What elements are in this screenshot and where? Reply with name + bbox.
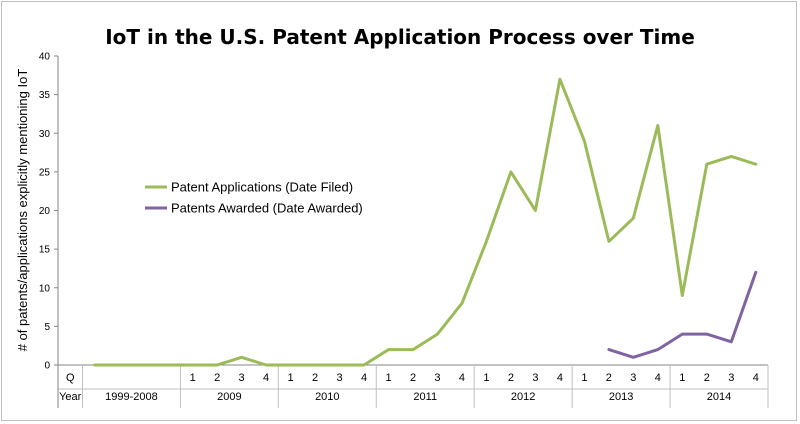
quarter-label: 1 [483, 372, 489, 384]
quarter-label: 3 [434, 372, 440, 384]
series-lines [93, 77, 758, 367]
y-tick-labels: 0 5 10 15 20 25 30 35 40 [39, 52, 58, 372]
quarter-label: 1 [679, 372, 685, 384]
y-tick-label: 25 [39, 167, 51, 178]
quarter-label: 1 [385, 372, 391, 384]
quarter-label: 1 [288, 372, 294, 384]
year-label: 2010 [315, 391, 339, 403]
quarter-label: 3 [239, 372, 245, 384]
y-tick-label: 35 [39, 90, 51, 101]
legend-label-1: Patent Applications (Date Filed) [171, 180, 353, 195]
y-tick-label: 15 [39, 245, 51, 256]
year-label: 2014 [707, 391, 731, 403]
year-label: 2011 [413, 391, 437, 403]
y-tick-label: 20 [39, 206, 51, 217]
axes [57, 56, 768, 408]
quarter-label: 1 [581, 372, 587, 384]
quarter-label: 1 [190, 372, 196, 384]
chart-title: IoT in the U.S. Patent Application Proce… [105, 25, 695, 49]
year-label: 2009 [217, 391, 241, 403]
quarter-label: 2 [508, 372, 514, 384]
quarter-label: 2 [214, 372, 220, 384]
quarter-label: 4 [459, 372, 465, 384]
year-label: 2013 [609, 391, 633, 403]
year-row-label: Year [59, 391, 82, 403]
y-axis-label: # of patents/applications explicitly men… [15, 69, 30, 352]
legend: Patent Applications (Date Filed) Patents … [145, 180, 363, 216]
year-label: 1999-2008 [105, 391, 158, 403]
quarter-label: 2 [704, 372, 710, 384]
quarter-label: 3 [630, 372, 636, 384]
series-line-2 [607, 270, 758, 359]
quarter-label: 2 [410, 372, 416, 384]
category-axis-table: Q Year 1 2 3 4 1 2 3 4 1 2 3 4 1 2 3 4 1 2 3 4 1 2 3 4 1999-2008 20… [59, 365, 769, 408]
quarter-label: 3 [728, 372, 734, 384]
quarter-label: 4 [655, 372, 661, 384]
quarter-label: 4 [557, 372, 563, 384]
series-line-1 [93, 77, 758, 367]
y-tick-label: 0 [44, 361, 50, 372]
quarter-label: 3 [336, 372, 342, 384]
year-label: 2012 [511, 391, 535, 403]
y-tick-label: 30 [39, 129, 51, 140]
quarter-label: 3 [532, 372, 538, 384]
y-tick-label: 10 [39, 283, 51, 294]
y-tick-label: 40 [39, 52, 51, 63]
legend-label-2: Patents Awarded (Date Awarded) [171, 201, 363, 216]
quarter-label: 4 [753, 372, 759, 384]
quarter-label: 2 [606, 372, 612, 384]
quarter-label: 2 [312, 372, 318, 384]
quarter-label: 4 [263, 372, 269, 384]
quarter-row-label: Q [66, 372, 75, 384]
y-tick-label: 5 [44, 322, 50, 333]
quarter-label: 4 [361, 372, 367, 384]
